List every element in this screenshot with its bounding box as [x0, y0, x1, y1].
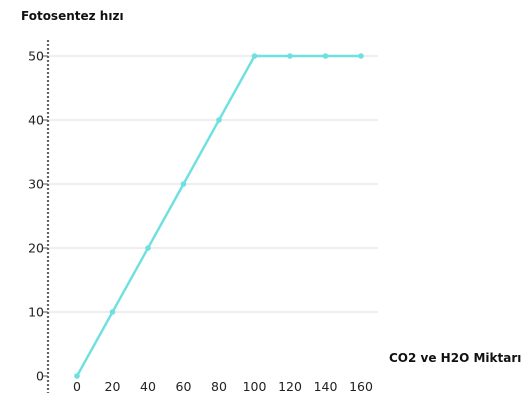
x-tick-label-20: 20 — [105, 379, 121, 394]
data-point-160 — [358, 53, 364, 59]
x-tick-label-0: 0 — [73, 379, 81, 394]
series-line-group — [74, 53, 364, 379]
data-point-60 — [180, 181, 187, 187]
y-tick-label-20: 20 — [28, 241, 44, 256]
data-point-20 — [109, 309, 116, 315]
y-tick-label-10: 10 — [28, 305, 44, 320]
y-tick-label-0: 0 — [36, 369, 44, 384]
data-point-100 — [251, 53, 258, 59]
y-axis-title: Fotosentez hızı — [21, 9, 124, 23]
x-tick-label-60: 60 — [176, 379, 192, 394]
x-axis-title: CO2 ve H2O Miktarı — [389, 351, 521, 365]
y-tick-label-40: 40 — [28, 113, 44, 128]
y-tick-marks — [42, 55, 48, 377]
x-tick-label-140: 140 — [314, 379, 338, 394]
x-tick-labels: 0 20 40 60 80 100 120 140 160 — [73, 379, 373, 394]
y-tick-label-30: 30 — [28, 177, 44, 192]
data-point-40 — [145, 245, 151, 251]
data-point-80 — [216, 117, 222, 123]
data-point-140 — [322, 53, 329, 59]
y-tick-labels: 0 10 20 30 40 50 — [28, 49, 44, 384]
y-tick-label-50: 50 — [28, 49, 44, 64]
data-point-120 — [287, 53, 293, 59]
x-tick-label-120: 120 — [278, 379, 302, 394]
x-tick-label-40: 40 — [140, 379, 156, 394]
x-tick-label-100: 100 — [243, 379, 267, 394]
series-line — [75, 54, 363, 378]
x-tick-label-80: 80 — [211, 379, 227, 394]
data-point-0 — [74, 373, 80, 379]
gridlines — [48, 55, 378, 313]
x-tick-label-160: 160 — [349, 379, 373, 394]
